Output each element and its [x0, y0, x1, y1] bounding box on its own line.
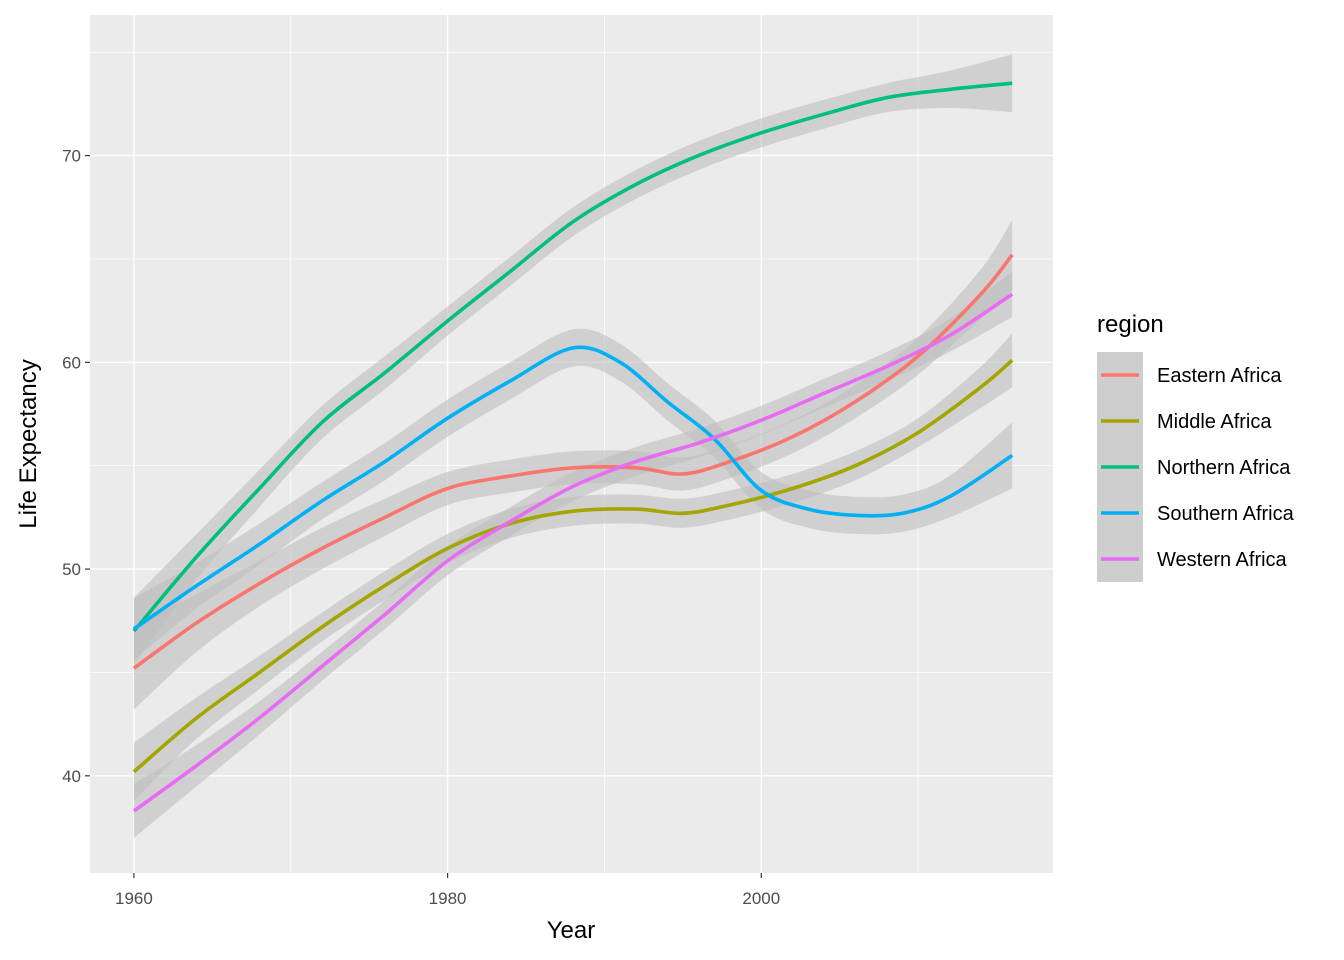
line-middle-africa — [132, 358, 1014, 774]
x-tick-label: 1960 — [115, 889, 153, 908]
y-axis: 40 50 60 70 — [62, 147, 90, 786]
band-eastern-africa — [133, 219, 1013, 710]
line-western-africa — [132, 292, 1014, 813]
band-southern-africa — [133, 328, 1013, 661]
x-tick-label: 1980 — [429, 889, 467, 908]
y-tick-label: 40 — [62, 767, 81, 786]
y-tick-label: 50 — [62, 560, 81, 579]
legend-label-western-africa: Western Africa — [1157, 549, 1288, 571]
y-axis-title: Life Expectancy — [15, 359, 42, 528]
line-southern-africa — [132, 345, 1014, 631]
x-tick-label: 2000 — [742, 889, 780, 908]
band-western-africa — [133, 271, 1013, 838]
legend-keys: Eastern Africa Middle Africa Northern Afri… — [1097, 352, 1295, 582]
x-axis-title: Year — [547, 917, 596, 944]
x-axis: 1960 1980 2000 — [115, 873, 780, 908]
line-northern-africa — [132, 81, 1013, 633]
line-eastern-africa — [132, 253, 1014, 670]
legend-label-middle-africa: Middle Africa — [1157, 411, 1272, 433]
legend: region Eastern Africa Middle Africa Northe… — [1097, 311, 1295, 582]
y-tick-label: 70 — [62, 147, 81, 166]
y-tick-label: 60 — [62, 353, 81, 372]
legend-title: region — [1097, 311, 1164, 338]
legend-label-southern-africa: Southern Africa — [1157, 503, 1295, 525]
legend-label-eastern-africa: Eastern Africa — [1157, 365, 1282, 387]
confidence-bands — [133, 54, 1013, 838]
series-lines — [132, 81, 1014, 813]
legend-label-northern-africa: Northern Africa — [1157, 457, 1291, 479]
